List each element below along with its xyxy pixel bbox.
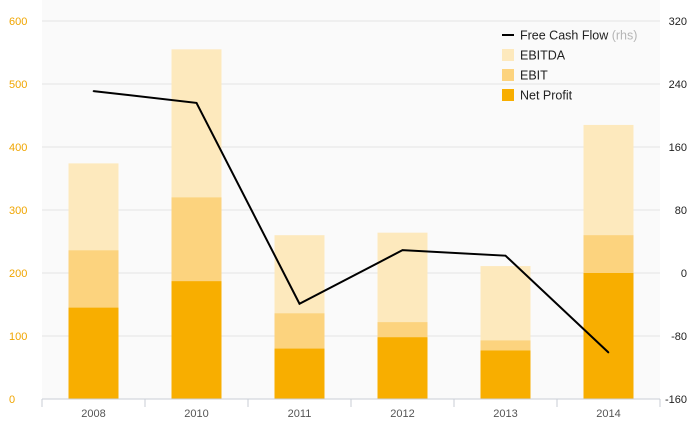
bar-net-profit bbox=[377, 337, 428, 399]
free-cash-flow-line bbox=[92, 90, 610, 354]
y-right-tick-label: 0 bbox=[681, 268, 687, 280]
bar-net-profit bbox=[68, 307, 119, 399]
legend: Free Cash Flow (rhs) EBITDA EBIT Net Profit bbox=[502, 29, 637, 103]
y-left-tick-label: 0 bbox=[9, 394, 15, 406]
x-tick-label: 2012 bbox=[390, 408, 414, 420]
y-right-tick-label: 240 bbox=[669, 79, 687, 91]
point-free-cash-flow bbox=[504, 254, 507, 257]
x-tick-label: 2014 bbox=[596, 408, 620, 420]
y-right-tick-label: 160 bbox=[669, 142, 687, 154]
legend-label-free-cash-flow: Free Cash Flow (rhs) bbox=[520, 29, 637, 43]
bar-net-profit bbox=[480, 350, 531, 399]
plot-background bbox=[42, 0, 660, 399]
point-free-cash-flow bbox=[298, 302, 301, 305]
point-free-cash-flow bbox=[607, 351, 610, 354]
bar-net-profit bbox=[274, 348, 325, 399]
legend-label-net-profit: Net Profit bbox=[520, 89, 573, 103]
y-right-tick-label: 80 bbox=[675, 205, 687, 217]
legend-label-ebit: EBIT bbox=[520, 69, 548, 83]
x-tick-label: 2013 bbox=[493, 408, 517, 420]
y-right-tick-label: 320 bbox=[669, 16, 687, 28]
x-tick-label: 2010 bbox=[184, 408, 208, 420]
y-right-tick-label: -80 bbox=[671, 331, 687, 343]
bar-net-profit bbox=[171, 281, 222, 399]
y-right-tick-label: -160 bbox=[665, 394, 687, 406]
axes: 2008 2010 2011 2012 2013 2014 0 100 200 300 400 500… bbox=[9, 16, 687, 420]
x-tick-label: 2008 bbox=[81, 408, 105, 420]
legend-swatch-ebit bbox=[502, 69, 514, 81]
y-left-tick-label: 500 bbox=[9, 79, 27, 91]
point-free-cash-flow bbox=[195, 102, 198, 104]
legend-label-ebitda: EBITDA bbox=[520, 49, 566, 63]
point-free-cash-flow bbox=[92, 90, 95, 92]
y-left-tick-label: 400 bbox=[9, 142, 27, 154]
y-left-tick-label: 300 bbox=[9, 205, 27, 217]
x-tick-label: 2011 bbox=[288, 408, 312, 420]
y-left-tick-label: 600 bbox=[9, 16, 27, 28]
y-left-tick-label: 200 bbox=[9, 268, 27, 280]
line-free-cash-flow bbox=[93, 90, 610, 354]
legend-label-suffix: (rhs) bbox=[608, 29, 637, 43]
legend-swatch-ebitda bbox=[502, 49, 514, 61]
gridlines bbox=[42, 20, 660, 337]
point-free-cash-flow bbox=[401, 249, 404, 251]
legend-swatch-net-profit bbox=[502, 89, 514, 101]
y-left-tick-label: 100 bbox=[9, 331, 27, 343]
